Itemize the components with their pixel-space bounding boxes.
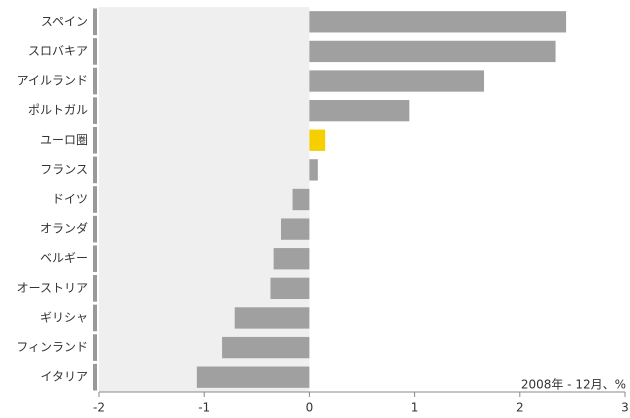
category-marker (93, 38, 97, 65)
bar (196, 366, 310, 388)
bar (280, 218, 310, 240)
bar (309, 159, 318, 181)
category-marker (93, 126, 97, 154)
y-tick-label: ユーロ圏 (40, 133, 88, 147)
bar (222, 336, 310, 359)
category-marker (93, 8, 97, 36)
y-tick-label: オランダ (40, 221, 88, 236)
category-marker (93, 156, 97, 184)
category-marker (93, 245, 97, 273)
category-marker (93, 97, 97, 124)
y-tick-label: ギリシャ (40, 310, 88, 324)
bar (309, 40, 556, 63)
category-marker (93, 275, 97, 302)
category-marker (93, 215, 97, 243)
category-marker (93, 304, 97, 332)
bar (273, 248, 310, 270)
category-marker (93, 186, 97, 213)
x-tick-label: 1 (411, 401, 419, 415)
category-marker (93, 334, 97, 361)
y-tick-label: ベルギー (40, 251, 88, 265)
bar (292, 188, 310, 211)
y-tick-label: スペイン (41, 14, 88, 28)
bar (309, 70, 485, 92)
x-tick-label: -2 (93, 401, 105, 415)
y-tick-label: フィンランド (16, 340, 88, 354)
bar (234, 307, 310, 329)
x-tick-label: -1 (198, 401, 210, 415)
category-marker (93, 67, 97, 95)
y-tick-label: オーストリア (17, 281, 88, 295)
bar (270, 277, 310, 300)
x-tick-label: 3 (621, 401, 629, 415)
x-tick-label: 0 (306, 401, 314, 415)
annotation: 2008年 - 12月、% (521, 378, 626, 392)
y-tick-label: アイルランド (17, 74, 88, 88)
bar (309, 99, 410, 122)
category-marker (93, 363, 97, 391)
y-tick-label: ドイツ (52, 192, 88, 206)
bar (309, 11, 567, 33)
x-tick-label: 2 (516, 401, 524, 415)
y-tick-label: ポルトガル (28, 103, 88, 117)
y-tick-label: フランス (40, 162, 88, 176)
negative-region (99, 7, 310, 392)
y-tick-label: スロバキア (28, 44, 88, 58)
bar (309, 129, 326, 151)
y-tick-label: イタリア (40, 370, 88, 384)
